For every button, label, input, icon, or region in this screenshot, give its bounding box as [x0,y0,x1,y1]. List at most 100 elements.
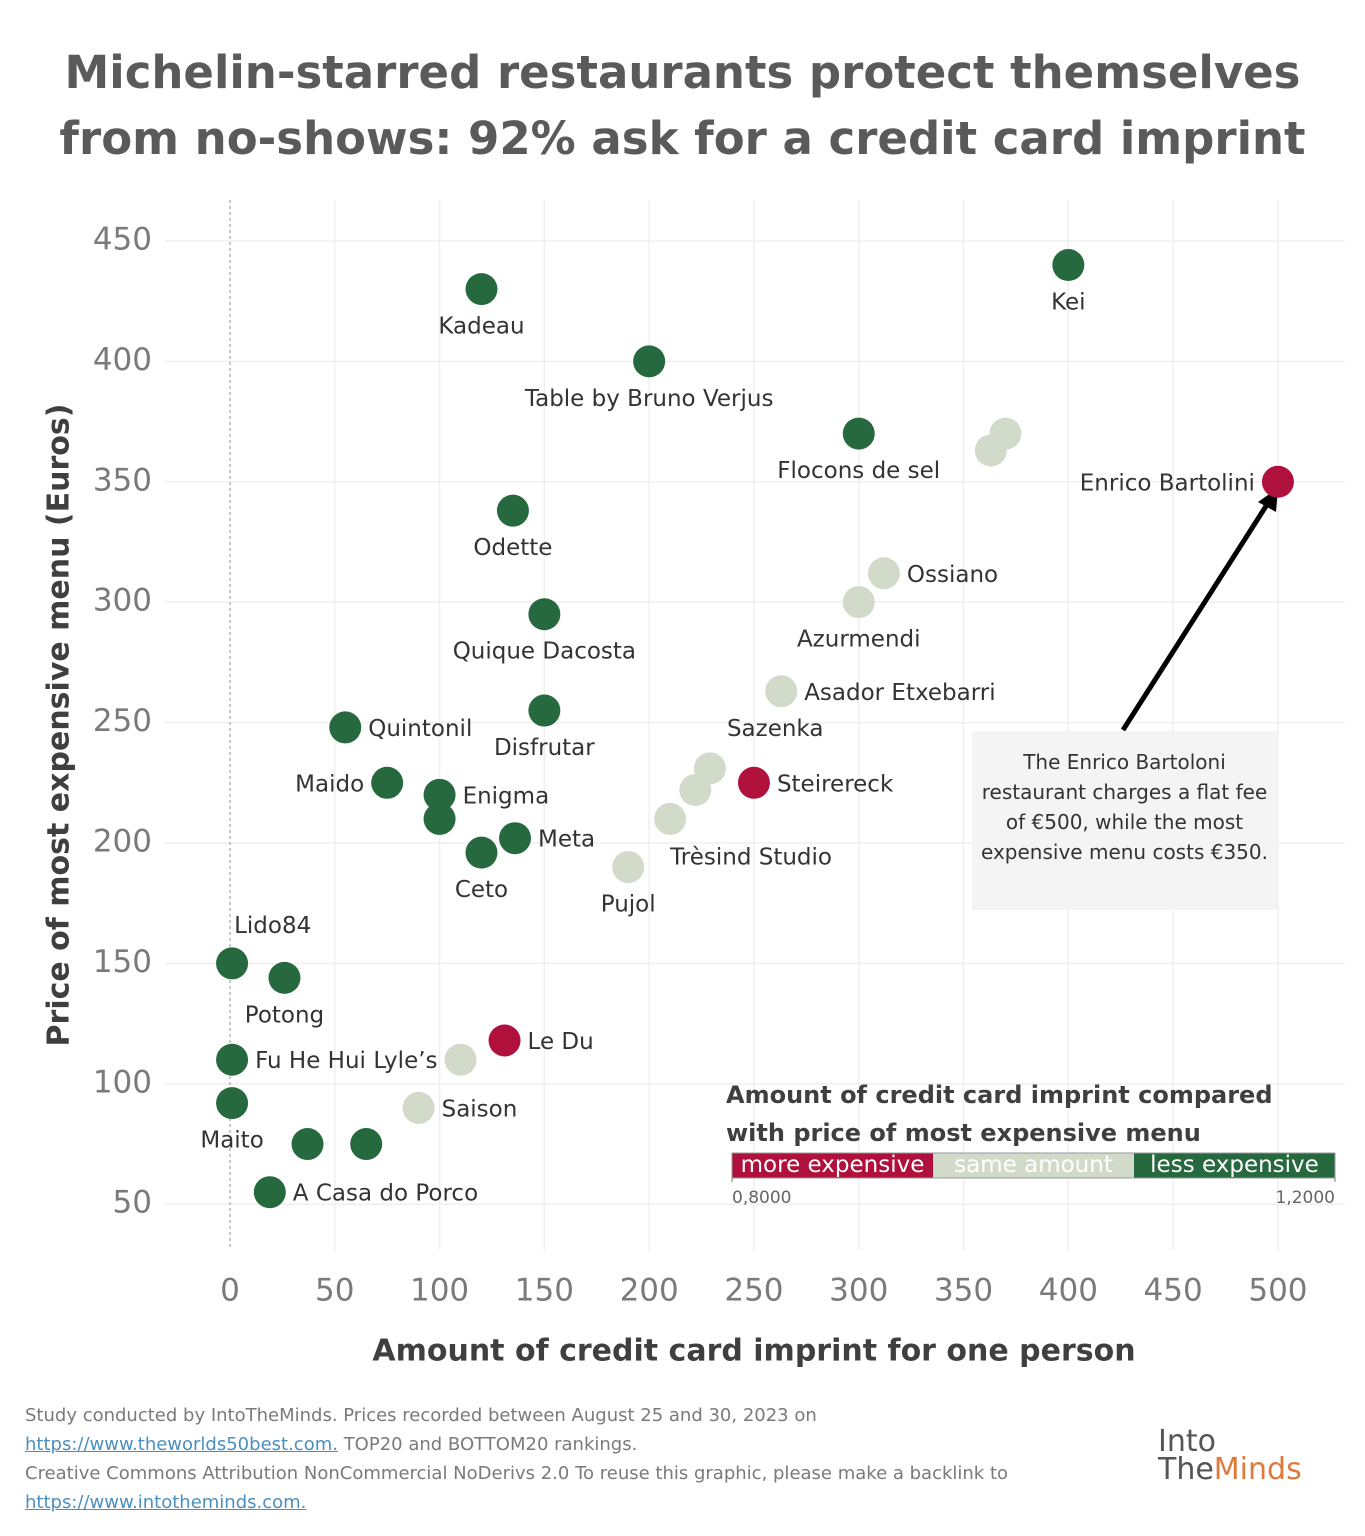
x-tick-label: 300 [829,1273,888,1309]
x-tick-label: 50 [315,1273,354,1309]
point [1052,249,1085,282]
legend-swatch [933,1153,1134,1178]
point-label: Le Du [528,1029,594,1055]
point-label: Kei [1051,290,1085,316]
point-label: Ceto [455,877,508,903]
footer-text: Study conducted by IntoTheMinds. Prices … [25,1405,817,1426]
point [423,778,456,811]
point [253,1176,286,1209]
point-label: A Casa do Porco [293,1181,478,1207]
point-label: Sazenka [727,716,824,742]
point [1261,465,1294,498]
point-label: Steirereck [777,771,894,797]
footer-link[interactable]: https://www.theworlds50best.com. [25,1434,338,1455]
point [842,417,875,450]
arrow [1120,501,1271,732]
point [465,273,498,306]
point-label: Maido [295,771,364,797]
y-tick-label: 250 [93,703,152,739]
point-label: Potong [245,1002,324,1028]
logo: Into TheMinds [1158,1424,1302,1485]
point [488,1024,521,1057]
point-label: Lido84 [234,913,311,939]
point-label: Saison [442,1096,518,1122]
point-label: Quique Dacosta [453,639,636,665]
point [371,766,404,799]
x-tick-label: 350 [934,1273,993,1309]
x-axis-title: Amount of credit card imprint for one pe… [372,1334,1135,1369]
point-label: Kadeau [438,314,524,340]
legend-label: less expensive [1150,1152,1319,1178]
y-tick-label: 450 [93,221,152,257]
point [423,802,456,835]
scale-label: 1,2000 [1276,1188,1335,1208]
point [268,961,301,994]
point [737,766,770,799]
point-label: Meta [538,827,595,853]
footer-text: Creative Commons Attribution NonCommerci… [25,1463,1009,1484]
point-label: Table by Bruno Verjus [524,386,774,412]
legend-swatch [732,1153,933,1178]
point-label: Enrico Bartolini [1080,470,1255,496]
point [842,586,875,619]
point-label: Quintonil [368,716,472,742]
x-tick-label: 400 [1039,1273,1098,1309]
point [291,1128,324,1161]
legend-title: Amount of credit card imprint compared w… [726,1081,1273,1147]
logo-text: The [1158,1452,1214,1487]
y-tick-label: 150 [93,944,152,980]
point-label: Odette [473,535,552,561]
point-label: Enigma [463,783,550,809]
legend-frame [731,1152,1336,1179]
point [444,1043,477,1076]
point [499,822,532,855]
y-tick-label: 400 [93,342,152,378]
point [402,1091,435,1124]
logo-text: Into [1158,1424,1216,1459]
x-tick-label: 450 [1144,1273,1203,1309]
y-tick-label: 50 [113,1185,152,1221]
point [612,851,645,884]
point-label: Flocons de sel [777,458,940,484]
y-tick-label: 200 [93,824,152,860]
point [216,1087,249,1120]
point [633,345,666,378]
x-tick-label: 150 [515,1273,574,1309]
point [350,1128,383,1161]
x-tick-label: 500 [1248,1273,1307,1309]
point [329,711,362,744]
point-label: Disfrutar [494,735,595,761]
footer: Study conducted by IntoTheMinds. Prices … [25,1401,1055,1517]
point [654,802,687,835]
y-tick-label: 350 [93,462,152,498]
footer-text: TOP20 and BOTTOM20 rankings. [337,1434,638,1455]
point [496,494,529,527]
point-label: Asador Etxebarri [804,680,995,706]
x-tick-label: 250 [724,1273,783,1309]
y-tick-label: 300 [93,583,152,619]
point [528,598,561,631]
logo-text: TheMinds [1158,1455,1302,1485]
legend-label: more expensive [741,1152,925,1178]
point [679,774,712,807]
point-label: Pujol [601,892,656,918]
point-label: Maito [200,1128,263,1154]
point-label: Ossiano [907,562,998,588]
point-label: Trèsind Studio [669,844,832,870]
y-tick-label: 100 [93,1064,152,1100]
point-label: Azurmendi [797,627,921,653]
point [465,836,498,869]
point [765,675,798,708]
chart-title: Michelin-starred restaurants protect the… [59,46,1306,165]
point [216,1043,249,1076]
footer-link[interactable]: https://www.intotheminds.com. [25,1492,307,1513]
x-tick-label: 200 [620,1273,679,1309]
point [974,434,1007,467]
legend-swatch [1134,1153,1335,1178]
annotation: The Enrico Bartoloni restaurant charges … [972,731,1277,910]
point [528,694,561,727]
point [216,947,249,980]
legend-label: same amount [954,1152,1113,1178]
